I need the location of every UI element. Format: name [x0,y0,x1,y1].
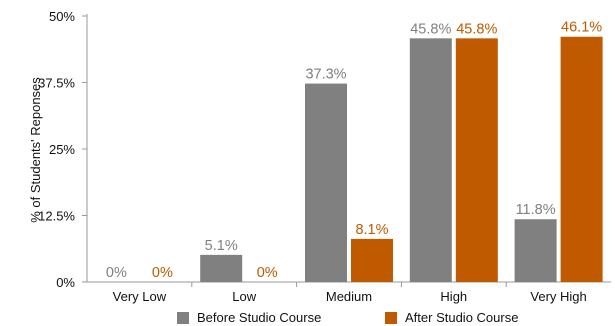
bar-before [305,83,347,283]
bar-before [200,254,243,282]
legend-swatch [385,312,397,324]
bar-after [560,36,603,282]
y-tick-label: 37.5% [38,76,75,91]
data-label: 46.1% [561,20,602,36]
x-axis-categories: Very Low Low Medium High Very High [113,282,587,304]
y-axis-ticks: 0% 12.5% 25% 37.5% 50% [38,9,87,290]
data-label: 0% [106,265,127,281]
bar-after [351,238,393,282]
data-label: 45.8% [410,21,451,37]
bar-after [455,38,498,283]
bar-before [514,219,557,282]
data-label: 0% [152,265,173,281]
x-category-label: Medium [326,289,372,304]
bars [200,36,603,283]
y-tick-label: 0% [56,275,75,290]
legend-swatch [177,312,189,324]
y-tick-label: 25% [49,142,75,157]
legend-label: After Studio Course [405,310,518,325]
legend: Before Studio Course After Studio Course [177,310,518,325]
bar-before [409,38,452,283]
legend-label: Before Studio Course [197,310,321,325]
y-axis-title: % of Students' Reponses [28,77,43,223]
data-label: 45.8% [456,21,497,37]
data-label: 37.3% [305,67,346,83]
data-label: 11.8% [516,202,556,218]
data-label: 8.1% [355,222,388,238]
x-category-label: Very High [530,289,586,304]
x-category-label: High [440,289,467,304]
y-tick-label: 12.5% [38,209,75,224]
y-tick-label: 50% [49,9,75,24]
data-label: 5.1% [205,238,238,254]
data-labels: 0% 0% 5.1% 0% 37.3% 8.1% 45.8% 45.8% 11.8% 46.1% [106,20,602,281]
data-label: 0% [257,265,278,281]
x-category-label: Very Low [113,289,167,304]
x-category-label: Low [232,289,256,304]
